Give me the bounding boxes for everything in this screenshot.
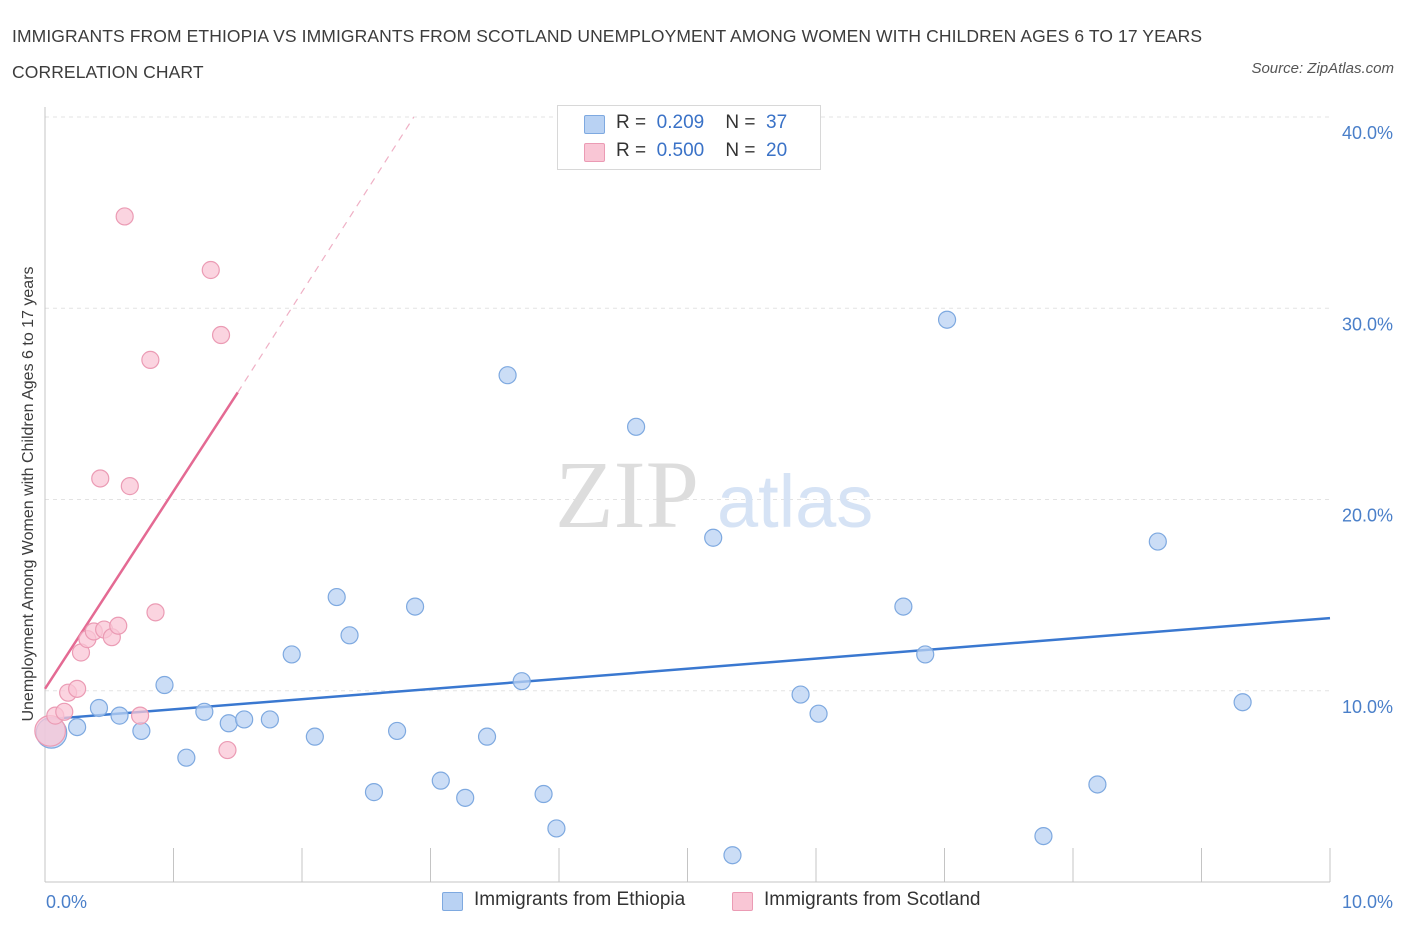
ethiopia-r-value: 0.209 (656, 112, 705, 133)
scotland-r-value: 0.500 (656, 140, 705, 161)
ethiopia-point (477, 727, 497, 746)
ethiopia-point (195, 702, 214, 721)
scotland-point (115, 207, 134, 226)
ethiopia-point (626, 417, 646, 436)
tick-labels: 10.0% 20.0% 30.0% 40.0% 0.0% 10.0% (46, 123, 1393, 912)
ethiopia-point (1233, 693, 1252, 712)
ethiopia-trend-line (44, 616, 1331, 721)
ethiopia-point (937, 310, 957, 329)
data-points (34, 207, 1252, 865)
legend-n-label: N = (725, 112, 756, 133)
ethiopia-point (512, 672, 531, 691)
ethiopia-point (498, 366, 517, 385)
ethiopia-point (534, 784, 553, 804)
scotland-point (130, 706, 150, 725)
scotland-point (141, 350, 160, 369)
ethiopia-point (260, 710, 279, 729)
legend-r-label: R = (616, 112, 647, 133)
ethiopia-point (340, 626, 359, 645)
chart-title: IMMIGRANTS FROM ETHIOPIA VS IMMIGRANTS F… (12, 26, 1203, 82)
ethiopia-legend-label: Immigrants from Ethiopia (474, 889, 686, 910)
ethiopia-point (431, 771, 450, 790)
ethiopia-point (327, 587, 346, 607)
y-axis-label: Unemployment Among Women with Children A… (20, 266, 37, 721)
ethiopia-point (916, 645, 935, 664)
scotland-trend-line (43, 391, 239, 690)
ethiopia-point (219, 714, 238, 733)
scotland-point (68, 679, 87, 698)
trend-lines (43, 116, 1331, 721)
y-tick-label: 10.0% (1342, 697, 1393, 717)
watermark-atlas: atlas (717, 460, 873, 543)
scotland-point (120, 477, 139, 496)
ethiopia-n-value: 37 (766, 112, 788, 133)
watermark: ZIP atlas (555, 441, 873, 548)
ethiopia-point (110, 706, 129, 725)
ethiopia-point (1034, 826, 1053, 846)
gridlines (45, 116, 1330, 692)
ethiopia-point (791, 685, 810, 704)
legend-r-label: R = (616, 140, 647, 161)
ethiopia-point (305, 727, 324, 746)
ethiopia-point (1088, 775, 1107, 794)
scotland-point (146, 603, 165, 622)
x-tick-label: 0.0% (46, 892, 87, 912)
scotland-legend-label: Immigrants from Scotland (764, 889, 981, 910)
watermark-zip: ZIP (555, 441, 699, 548)
scotland-swatch (584, 143, 605, 162)
correlation-legend: R = 0.209 N = 37 R = 0.500 N = 20 (557, 105, 821, 170)
scotland-point (211, 325, 231, 345)
legend-n-label: N = (725, 140, 756, 161)
ethiopia-point (405, 597, 425, 616)
ethiopia-point (1148, 532, 1167, 551)
ethiopia-point (723, 846, 742, 865)
ethiopia-point (89, 698, 109, 718)
scotland-legend-swatch (732, 892, 753, 911)
ethiopia-point (894, 597, 913, 616)
ethiopia-point (235, 710, 254, 729)
scotland-point (91, 469, 110, 488)
ethiopia-point (809, 704, 828, 723)
ethiopia-point (177, 748, 196, 767)
axes (44, 107, 1331, 883)
source-label: Source: ZipAtlas.com (1251, 60, 1394, 77)
ethiopia-point (364, 783, 384, 802)
ethiopia-point (387, 721, 407, 741)
ethiopia-legend-swatch (442, 892, 463, 911)
ethiopia-point (456, 788, 475, 807)
scotland-trend-extension (237, 116, 415, 393)
scotland-point (109, 616, 128, 635)
x-tick-label: 10.0% (1342, 892, 1393, 912)
ethiopia-point (704, 528, 723, 547)
y-tick-label: 20.0% (1342, 506, 1393, 526)
ethiopia-point (547, 819, 566, 838)
scotland-point (55, 702, 74, 721)
ethiopia-point (282, 645, 301, 664)
ethiopia-point (155, 675, 174, 695)
ethiopia-point (132, 721, 151, 741)
scotland-point (201, 260, 220, 280)
scotland-point (218, 740, 237, 760)
ethiopia-point (68, 717, 87, 737)
ethiopia-swatch (584, 115, 605, 134)
y-tick-label: 30.0% (1342, 314, 1393, 334)
scotland-n-value: 20 (766, 140, 788, 161)
y-tick-label: 40.0% (1342, 123, 1393, 143)
